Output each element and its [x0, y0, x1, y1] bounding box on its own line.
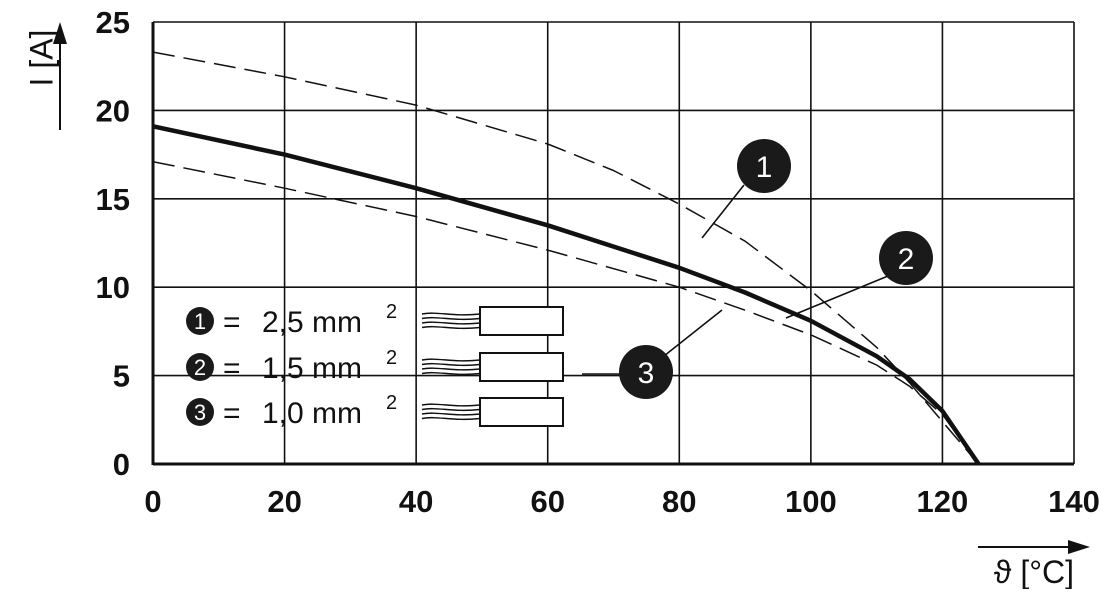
y-tick-label: 0	[113, 447, 130, 482]
wire-strand	[421, 321, 481, 325]
series-line-1	[153, 51, 980, 464]
x-tick-label: 20	[267, 484, 301, 519]
x-axis-title: ϑ [°C]	[994, 554, 1074, 589]
wire-strand	[421, 362, 481, 367]
x-tick-label: 0	[144, 484, 161, 519]
wire-strand	[421, 407, 481, 412]
x-tick-label: 80	[662, 484, 696, 519]
legend-item: 3 = 1,0 mm 2	[186, 392, 564, 430]
legend-equals: =	[223, 306, 241, 339]
wire-strand	[421, 412, 481, 416]
legend-item: 2 = 1,5 mm 2	[186, 347, 564, 385]
callout-marker	[619, 345, 673, 399]
legend-marker	[186, 398, 214, 426]
callout-number: 2	[898, 243, 915, 276]
wire-strand	[421, 325, 481, 330]
y-tick-label: 25	[96, 5, 130, 40]
callout-number: 3	[638, 357, 655, 390]
wire-strand	[421, 403, 481, 407]
callout-marker	[879, 231, 933, 285]
legend-marker-number: 2	[194, 355, 206, 380]
legend-equals: =	[223, 352, 241, 385]
wire-insulation	[479, 397, 564, 427]
grid	[152, 21, 1075, 465]
x-tick-label: 40	[399, 484, 433, 519]
legend: 1 = 2,5 mm 2 2 = 1,5 mm 2 3 = 1,0 mm 2	[186, 301, 564, 430]
series-lines	[153, 51, 981, 464]
legend-marker	[186, 307, 214, 335]
legend-label-superscript: 2	[386, 392, 397, 414]
wire-strand	[421, 371, 481, 376]
callout-number: 1	[756, 151, 773, 184]
legend-label-superscript: 2	[386, 347, 397, 369]
wire-strand	[421, 416, 481, 421]
wire-strand	[421, 358, 481, 362]
legend-label: 2,5 mm	[262, 306, 362, 339]
callout-leader	[785, 275, 889, 319]
wire-icon	[421, 352, 564, 382]
legend-equals: =	[223, 397, 241, 430]
y-tick-label: 20	[96, 93, 130, 128]
wire-strand	[421, 316, 481, 321]
y-axis-arrowhead	[53, 22, 67, 44]
tick-labels: 0 20 40 60 80 100 120 140 0 5 10 15 20 25	[96, 5, 1100, 519]
legend-item: 1 = 2,5 mm 2	[186, 301, 564, 339]
series-line-3	[153, 160, 980, 464]
callout-leader	[701, 184, 745, 239]
legend-marker	[186, 353, 214, 381]
callout-marker	[737, 139, 791, 193]
legend-marker-number: 3	[194, 400, 206, 425]
y-axis-title: I [A]	[23, 30, 59, 87]
legend-label: 1,0 mm	[262, 397, 362, 430]
legend-marker-number: 1	[194, 309, 206, 334]
axis-titles: I [A] ϑ [°C]	[23, 22, 1090, 590]
legend-label-superscript: 2	[386, 301, 397, 323]
x-tick-label: 100	[785, 484, 837, 519]
y-tick-label: 15	[96, 182, 130, 217]
x-tick-label: 120	[917, 484, 969, 519]
wire-insulation	[479, 306, 564, 336]
x-axis-arrowhead	[1068, 540, 1090, 554]
legend-label: 1,5 mm	[262, 352, 362, 385]
series-callouts: 1 2 3	[582, 139, 933, 399]
y-tick-label: 10	[96, 270, 130, 305]
wire-strand	[421, 367, 481, 371]
wire-insulation	[479, 352, 564, 382]
series-line-2	[153, 124, 981, 464]
x-tick-label: 140	[1048, 484, 1100, 519]
callout-leader	[663, 309, 723, 357]
wire-strand	[421, 312, 481, 316]
y-tick-label: 5	[113, 359, 130, 394]
plot-frame	[151, 22, 1074, 466]
wire-icon	[421, 397, 564, 427]
x-tick-label: 60	[530, 484, 564, 519]
wire-icon	[421, 306, 564, 336]
